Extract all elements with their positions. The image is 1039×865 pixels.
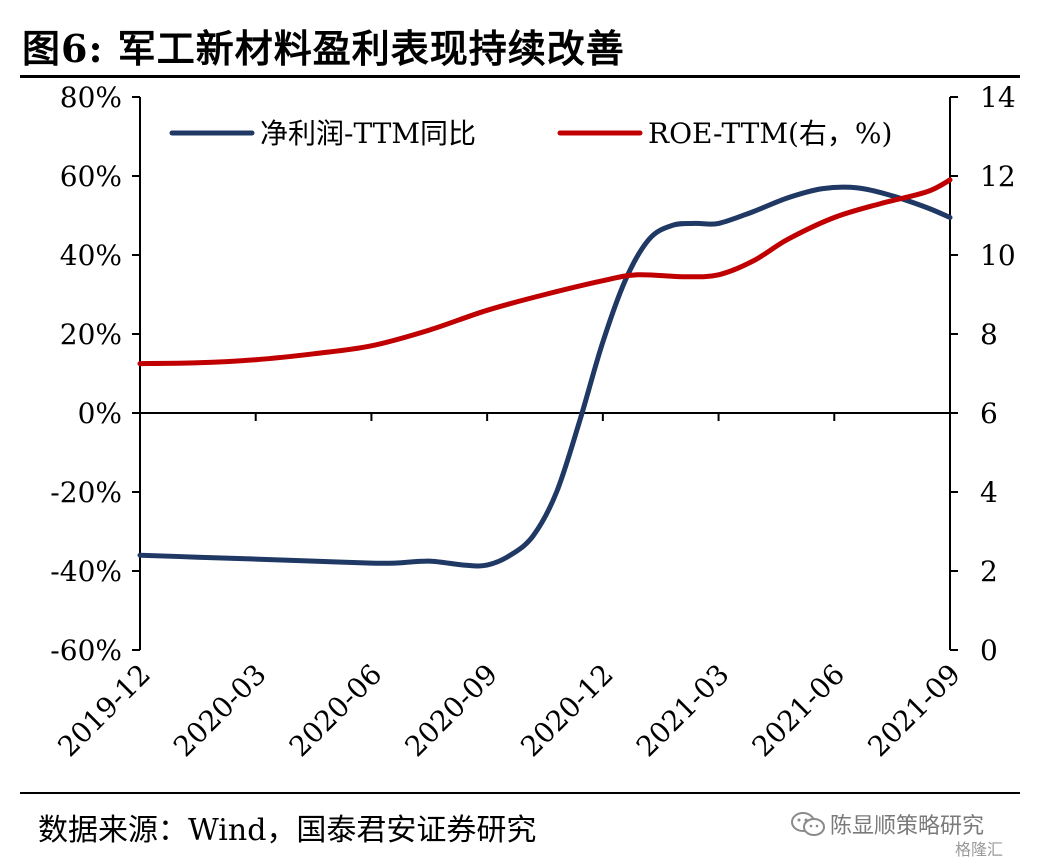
x-tick-label: 2020-12 [514, 658, 620, 764]
source-note: 数据来源：Wind，国泰君安证券研究 [38, 813, 537, 848]
x-tick-label: 2021-06 [746, 658, 852, 764]
left-tick-label: 40% [60, 239, 122, 272]
wechat-icon [791, 812, 825, 836]
series-line-1 [137, 184, 953, 569]
x-tick-label: 2020-03 [167, 658, 273, 764]
x-tick-label: 2020-06 [283, 658, 389, 764]
left-tick-label: 80% [60, 81, 122, 114]
left-tick-label: 20% [60, 318, 122, 351]
watermark: 陈显顺策略研究 [790, 808, 984, 840]
right-tick-label: 12 [980, 160, 1016, 193]
chart-title: 图6: 军工新材料盈利表现持续改善 [22, 26, 625, 71]
x-tick-label: 2021-09 [861, 658, 967, 764]
x-tick-label: 2021-03 [630, 658, 736, 764]
axes-group: -60% -40% -20% 0% 20% 40% 60% 80% 0 2 4 6 8 10 12 14 201… [50, 81, 1015, 763]
right-tick-label: 0 [980, 634, 998, 667]
watermark-text: 陈显顺策略研究 [830, 814, 985, 839]
x-tick-label: 2019-12 [51, 658, 157, 764]
legend-label: 净利润-TTM同比 [260, 117, 476, 150]
left-tick-label: 0% [78, 397, 122, 430]
series-line-2 [137, 177, 953, 367]
left-tick-label: 60% [60, 160, 122, 193]
title-rule [20, 75, 1020, 78]
right-tick-label: 10 [980, 239, 1016, 272]
legend-label: ROE-TTM(右，%) [648, 117, 892, 150]
watermark-badge: 格隆汇 [955, 840, 1004, 859]
series-group [137, 177, 953, 569]
footer-rule [20, 792, 1020, 794]
left-tick-label: -60% [50, 634, 122, 667]
right-tick-label: 8 [980, 318, 998, 351]
right-tick-label: 14 [980, 81, 1016, 114]
right-tick-label: 2 [980, 555, 998, 588]
left-tick-label: -20% [50, 476, 122, 509]
right-tick-label: 6 [980, 397, 998, 430]
left-tick-label: -40% [50, 555, 122, 588]
x-tick-label: 2020-09 [398, 658, 504, 764]
legend: 净利润-TTM同比 ROE-TTM(右，%) [169, 117, 892, 150]
right-tick-label: 4 [980, 476, 998, 509]
